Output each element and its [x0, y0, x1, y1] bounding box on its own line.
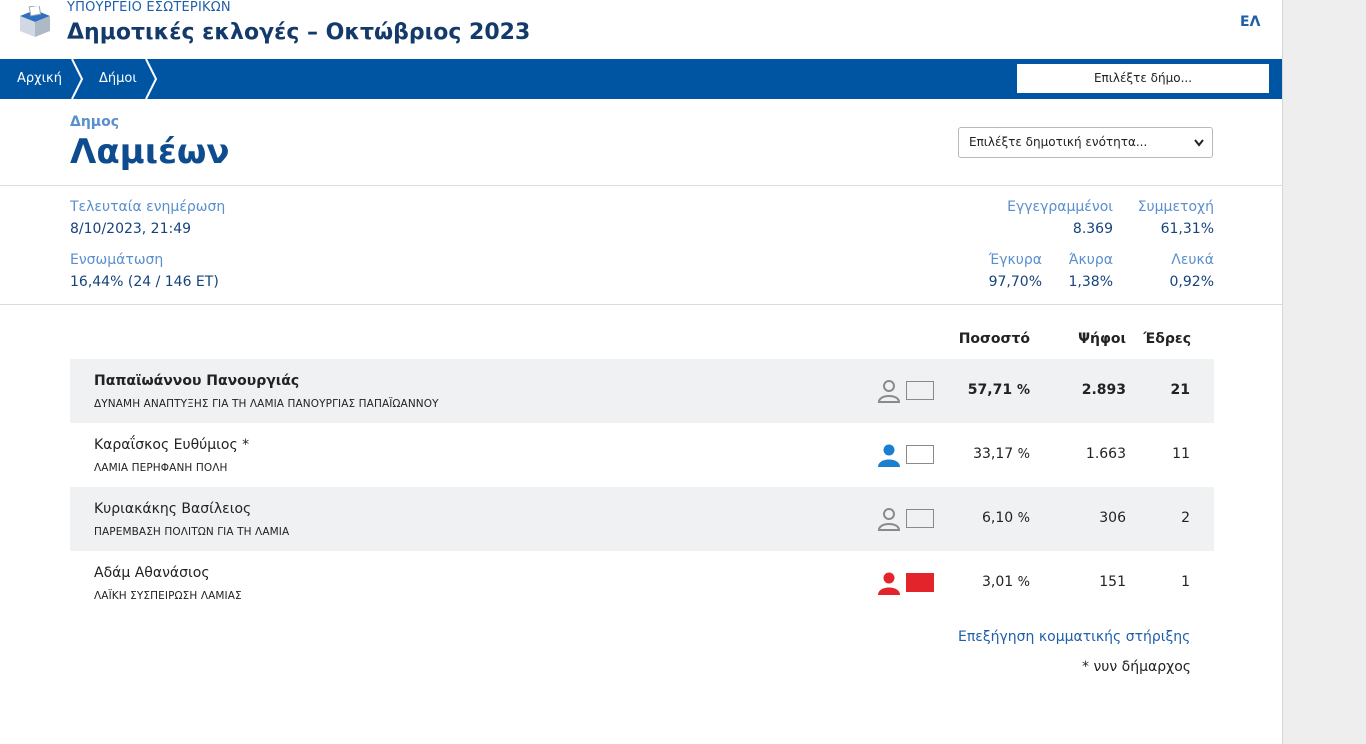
person-icon	[878, 572, 900, 595]
column-header-votes: Ψήφοι	[1078, 331, 1126, 347]
valid-value: 97,70%	[960, 274, 1042, 290]
votes-value: 151	[1099, 574, 1126, 590]
percent-sign: %	[1099, 274, 1113, 290]
percent-value: 6,10 %	[930, 510, 1030, 526]
percent-number: 57,71	[967, 382, 1013, 398]
table-row[interactable]: Παπαϊωάννου Πανουργιάς ΔΥΝΑΜΗ ΑΝΑΠΤΥΞΗΣ …	[70, 359, 1214, 423]
blank-value: 0,92%	[1130, 274, 1214, 290]
percent-number: 6,10	[982, 510, 1014, 526]
seats-value: 11	[1172, 446, 1190, 462]
navigation-bar: Αρχική Δήμοι Επιλέξτε δήμο...	[0, 59, 1282, 99]
party-name: ΛΑΜΙΑ ΠΕΡΗΦΑΝΗ ΠΟΛΗ	[94, 462, 228, 474]
percent-number: 3,01	[982, 574, 1014, 590]
site-title[interactable]: Δημοτικές εκλογές – Οκτώβριος 2023	[67, 20, 531, 45]
blank-number: 0,92	[1169, 274, 1201, 290]
seats-value: 21	[1170, 382, 1190, 398]
valid-number: 97,70	[988, 274, 1029, 290]
language-switch[interactable]: ΕΛ	[1240, 14, 1261, 30]
municipality-select[interactable]: Επιλέξτε δήμο...	[1017, 64, 1269, 93]
municipality-title-area: Δημος Λαμιέων Επιλέξτε δημοτική ενότητα.…	[0, 99, 1282, 186]
table-row[interactable]: Κυριακάκης Βασίλειος ΠΑΡΕΜΒΑΣΗ ΠΟΛΙΤΩΝ Γ…	[70, 487, 1214, 551]
candidate-name: Καραΐσκος Ευθύμιος *	[94, 437, 250, 453]
incumbent-footnote: * νυν δήμαρχος	[1082, 659, 1191, 675]
seats-value: 1	[1181, 574, 1190, 590]
statistics-panel: Τελευταία ενημέρωση 8/10/2023, 21:49 Ενσ…	[0, 186, 1282, 305]
integration-value: 16,44% (24 / 146 ΕΤ)	[70, 274, 219, 290]
ballot-box-icon[interactable]	[18, 6, 52, 38]
ministry-name: ΥΠΟΥΡΓΕΙΟ ΕΣΩΤΕΡΙΚΩΝ	[67, 0, 231, 15]
party-name: ΛΑΪΚΗ ΣΥΣΠΕΙΡΩΣΗ ΛΑΜΙΑΣ	[94, 590, 242, 602]
percent-value: 57,71 %	[930, 382, 1030, 398]
person-icon	[878, 444, 900, 467]
votes-value: 2.893	[1081, 382, 1126, 398]
site-header: ΥΠΟΥΡΓΕΙΟ ΕΣΩΤΕΡΙΚΩΝ Δημοτικές εκλογές –…	[0, 0, 1282, 59]
turnout-label: Συμμετοχή	[1137, 199, 1214, 215]
party-name: ΠΑΡΕΜΒΑΣΗ ΠΟΛΙΤΩΝ ΓΙΑ ΤΗ ΛΑΜΙΑ	[94, 526, 290, 538]
chevron-down-icon	[1194, 139, 1204, 147]
party-color-box	[906, 509, 934, 528]
percent-number: 33,17	[973, 446, 1014, 462]
candidate-name: Κυριακάκης Βασίλειος	[94, 501, 252, 517]
person-icon	[877, 380, 901, 403]
percent-sign: %	[1017, 447, 1030, 462]
page: ΥΠΟΥΡΓΕΙΟ ΕΣΩΤΕΡΙΚΩΝ Δημοτικές εκλογές –…	[0, 0, 1283, 744]
invalid-value: 1,38%	[1050, 274, 1113, 290]
integration-percent: 16,44	[70, 274, 111, 290]
votes-value: 1.663	[1085, 446, 1126, 462]
last-update-value: 8/10/2023, 21:49	[70, 221, 192, 237]
invalid-label: Άκυρα	[1068, 252, 1113, 268]
percent-value: 3,01 %	[930, 574, 1030, 590]
municipality-label: Δημος	[70, 114, 120, 130]
valid-label: Έγκυρα	[988, 252, 1042, 268]
person-icon	[877, 508, 901, 531]
municipal-unit-select[interactable]: Επιλέξτε δημοτική ενότητα...	[958, 127, 1213, 158]
party-name: ΔΥΝΑΜΗ ΑΝΑΠΤΥΞΗΣ ΓΙΑ ΤΗ ΛΑΜΙΑ ΠΑΝΟΥΡΓΙΑΣ…	[94, 398, 439, 410]
party-support-explanation-link[interactable]: Επεξήγηση κομματικής στήριξης	[958, 629, 1191, 645]
percent-sign: %	[110, 274, 124, 290]
invalid-number: 1,38	[1068, 274, 1100, 290]
breadcrumb-separator-icon	[145, 59, 158, 99]
table-row[interactable]: Καραΐσκος Ευθύμιος * ΛΑΜΙΑ ΠΕΡΗΦΑΝΗ ΠΟΛΗ…	[70, 423, 1214, 487]
registered-value: 8.369	[1072, 221, 1113, 237]
integration-label: Ενσωμάτωση	[70, 252, 164, 268]
percent-sign: %	[1200, 274, 1214, 290]
last-update-label: Τελευταία ενημέρωση	[70, 199, 226, 215]
table-row[interactable]: Αδάμ Αθανάσιος ΛΑΪΚΗ ΣΥΣΠΕΙΡΩΣΗ ΛΑΜΙΑΣ 3…	[70, 551, 1214, 615]
votes-value: 306	[1099, 510, 1126, 526]
breadcrumb-separator-icon	[71, 59, 84, 99]
candidate-name: Παπαϊωάννου Πανουργιάς	[94, 373, 300, 389]
turnout-value: 61,31%	[1120, 221, 1214, 237]
percent-sign: %	[1016, 383, 1030, 398]
column-header-percent: Ποσοστό	[958, 331, 1030, 347]
percent-value: 33,17 %	[930, 446, 1030, 462]
percent-sign: %	[1017, 511, 1030, 526]
column-header-seats: Έδρες	[1143, 331, 1191, 347]
municipality-name: Λαμιέων	[70, 132, 230, 172]
candidate-name: Αδάμ Αθανάσιος	[94, 565, 210, 581]
municipal-unit-select-text: Επιλέξτε δημοτική ενότητα...	[969, 135, 1148, 149]
party-color-box	[906, 381, 934, 400]
party-color-box	[906, 573, 934, 592]
blank-label: Λευκά	[1171, 252, 1214, 268]
percent-sign: %	[1200, 221, 1214, 237]
breadcrumb-home[interactable]: Αρχική	[17, 71, 62, 86]
seats-value: 2	[1181, 510, 1190, 526]
breadcrumb-municipalities[interactable]: Δήμοι	[99, 71, 137, 86]
percent-sign: %	[1017, 575, 1030, 590]
integration-counts: (24 / 146 ΕΤ)	[127, 274, 219, 290]
percent-sign: %	[1028, 274, 1042, 290]
turnout-number: 61,31	[1160, 221, 1201, 237]
party-color-box	[906, 445, 934, 464]
registered-label: Εγγεγραμμένοι	[1007, 199, 1113, 215]
